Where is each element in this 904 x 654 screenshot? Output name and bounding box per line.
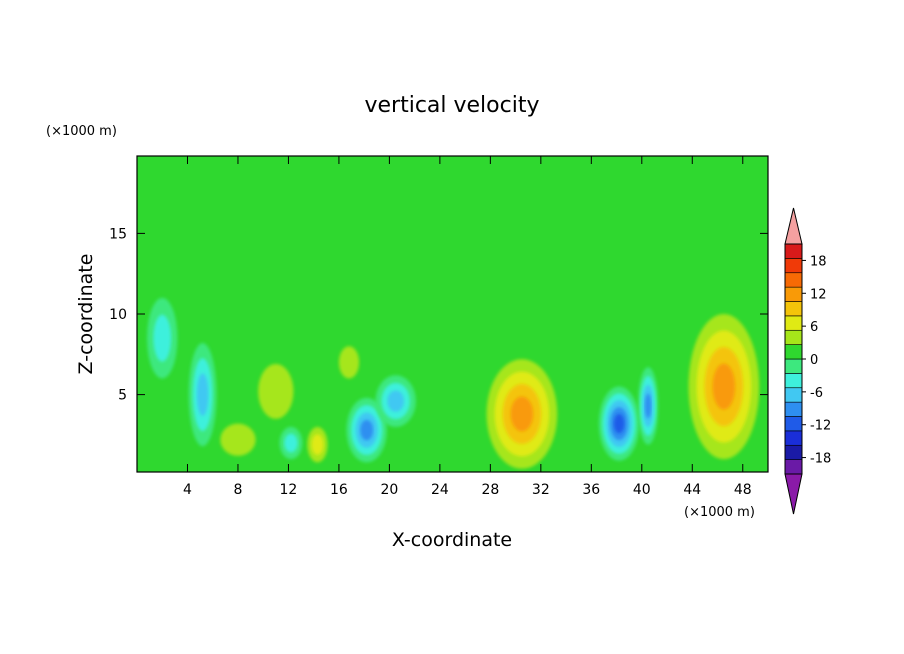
colorbar-swatch [784,430,803,446]
plot-background [137,156,768,472]
colorbar-swatch [784,401,803,417]
chart-title: vertical velocity [364,93,539,118]
colorbar-under-triangle [784,473,803,515]
contour-band-9-0 [220,423,256,456]
colorbar-over-triangle [784,207,803,245]
y-axis-label: Z-coordinate [75,254,97,375]
colorbar-swatch [784,459,803,475]
contour-band-1-3 [510,396,534,432]
y-tick-label: 15 [109,226,127,242]
contour-band-5-2 [387,390,405,412]
x-ticks: 4 8 12 16 20 24 28 32 36 40 44 48 [183,156,752,498]
x-tick-label: 28 [481,482,499,498]
x-tick-label: 48 [734,482,752,498]
colorbar-tick-label: 18 [810,254,827,269]
x-tick-label: 24 [431,482,449,498]
colorbar-swatch [784,329,803,345]
contour-band-12-1 [284,433,298,453]
contour-band-11-0 [338,346,360,379]
x-tick-label: 12 [280,482,298,498]
colorbar-tick-label: -18 [810,452,831,467]
colorbar-swatch [784,315,803,331]
colorbar-swatch [784,416,803,432]
x-tick-label: 8 [233,482,242,498]
x-tick-label: 44 [683,482,701,498]
x-unit-label: (×1000 m) [684,505,755,520]
x-tick-label: 32 [532,482,550,498]
y-tick-label: 5 [118,388,127,404]
colorbar-swatch [784,243,803,259]
colorbar-swatch [784,387,803,403]
contour-band-8-0 [258,363,294,419]
colorbar-swatch [784,444,803,460]
y-unit-label: (×1000 m) [46,124,117,139]
colorbar-swatch [784,286,803,302]
colorbar-swatch [784,272,803,288]
contour-features [147,297,760,469]
colorbar-tick-label: 6 [810,320,818,335]
x-tick-label: 40 [633,482,651,498]
y-ticks: 5 10 15 [109,226,768,404]
colorbar-swatch [784,301,803,317]
y-tick-label: 10 [109,307,127,323]
colorbar-tick-label: -6 [810,386,823,401]
colorbar-tick-label: 0 [810,353,818,368]
contour-band-2-4 [613,414,625,434]
colorbar-swatch [784,344,803,360]
colorbar-tick-label: -12 [810,419,831,434]
colorbar-swatch [784,358,803,374]
contour-band-0-3 [712,363,736,410]
x-tick-label: 16 [330,482,348,498]
colorbar: 18 12 6 0 -6 -12 -18 [784,207,831,515]
x-tick-label: 20 [380,482,398,498]
contour-band-6-2 [196,373,209,416]
x-axis-label: X-coordinate [392,529,512,551]
x-tick-label: 36 [582,482,600,498]
contour-band-7-1 [153,314,172,362]
colorbar-swatch [784,373,803,389]
colorbar-swatch [784,258,803,274]
colorbar-tick-label: 12 [810,287,827,302]
contour-band-4-3 [360,419,374,441]
contour-band-3-3 [644,393,652,419]
contour-band-10-1 [311,434,324,455]
x-tick-label: 4 [183,482,192,498]
